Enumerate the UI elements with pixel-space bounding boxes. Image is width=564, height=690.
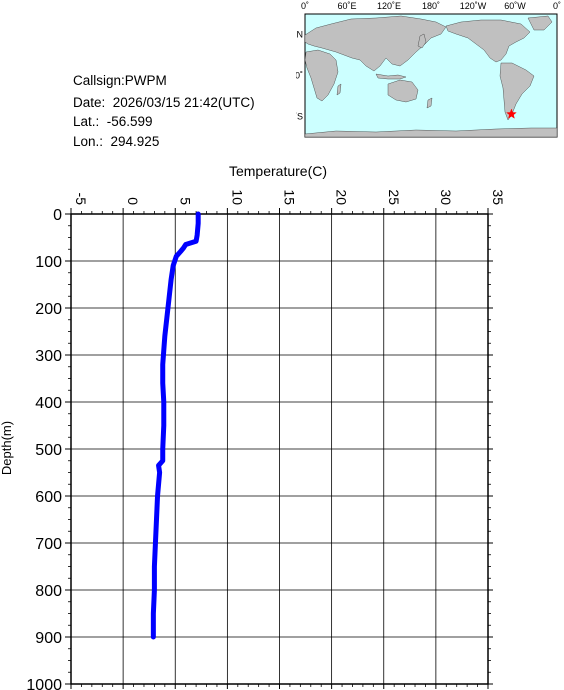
profile-point <box>178 249 183 254</box>
profile-point <box>195 233 200 238</box>
y-tick-label: 0 <box>53 207 62 224</box>
map-lon-tick-label: 60˚W <box>504 1 526 11</box>
chart-series <box>150 211 201 640</box>
x-tick-label: 30 <box>438 189 454 205</box>
y-tick-label: 100 <box>35 254 62 271</box>
x-axis-ticks: -5 0 5 10 15 20 25 30 35 <box>70 189 506 689</box>
south-america-landmass <box>499 62 535 121</box>
y-tick-label: 400 <box>35 395 62 412</box>
profile-point <box>161 400 166 404</box>
y-tick-label: 300 <box>35 348 62 365</box>
profile-point <box>160 458 165 463</box>
y-axis-ticks: 0 100 200 300 400 500 600 700 800 900 1000 <box>26 207 493 690</box>
profile-point <box>153 541 158 545</box>
latitude-label: Lat.: -56.599 <box>73 114 153 129</box>
profile-point <box>156 463 161 468</box>
x-tick-label: 35 <box>490 189 506 205</box>
map-lon-tick-label: 0˚ <box>301 1 309 11</box>
new-zealand-islands <box>426 97 433 109</box>
profile-point <box>183 242 188 247</box>
greenland-landmass <box>527 15 553 31</box>
map-lat-tick-label: 0˚ <box>296 71 303 81</box>
longitude-label: Lon.: 294.925 <box>73 134 160 149</box>
x-tick-label: 15 <box>282 189 298 205</box>
x-tick-label: 25 <box>386 189 402 205</box>
x-tick-label: 5 <box>177 197 193 205</box>
temperature-profile-line <box>150 211 201 640</box>
profile-point <box>152 564 157 569</box>
map-lon-tick-label: 60˚E <box>337 1 356 11</box>
australia-landmass <box>387 79 419 103</box>
profile-point <box>167 296 171 301</box>
station-marker <box>506 108 517 119</box>
y-tick-label: 600 <box>35 489 62 506</box>
profile-point <box>164 315 169 320</box>
y-tick-label: 900 <box>35 630 62 647</box>
map-lon-tick-label: 180˚ <box>422 1 440 11</box>
x-axis-title: Temperature(C) <box>229 163 327 179</box>
y-tick-label: 800 <box>35 583 62 600</box>
date-label: Date: 2026/03/15 21:42(UTC) <box>73 95 255 110</box>
x-tick-label: 10 <box>229 189 245 205</box>
world-map: 0˚ 60˚E 120˚E 180˚ 120˚W 60˚W 0˚ 60˚N 0˚ 60˚S <box>296 1 561 138</box>
chart-grid <box>71 214 488 684</box>
x-tick-label: 0 <box>125 197 141 205</box>
profile-point <box>196 212 201 216</box>
profile-point <box>169 277 174 282</box>
y-axis-title: Depth(m) <box>0 421 14 475</box>
profile-point <box>154 517 159 522</box>
map-continents <box>304 15 558 138</box>
y-tick-label: 1000 <box>26 677 62 690</box>
japan-islands <box>417 33 427 49</box>
map-lon-tick-label: 120˚W <box>460 1 487 11</box>
star-icon <box>506 108 517 119</box>
profile-point <box>174 254 179 259</box>
antarctica-landmass <box>304 127 558 138</box>
map-lat-tick-label: 60˚N <box>296 30 303 40</box>
y-tick-label: 700 <box>35 536 62 553</box>
madagascar-landmass <box>336 83 342 96</box>
profile-point <box>161 423 166 428</box>
indonesia-islands <box>375 73 407 80</box>
profile-point <box>181 245 186 250</box>
map-lon-tick-label: 120˚E <box>377 1 401 11</box>
profile-point <box>196 221 201 226</box>
x-tick-label: -5 <box>73 193 89 206</box>
profile-point <box>160 362 165 367</box>
callsign-label: Callsign:PWPM <box>73 73 167 88</box>
north-america-landmass <box>445 19 531 63</box>
profile-point <box>152 588 157 592</box>
x-tick-label: 20 <box>334 189 350 205</box>
y-tick-label: 200 <box>35 301 62 318</box>
eurasia-landmass <box>304 15 447 72</box>
profile-point <box>171 263 176 268</box>
profile-point <box>160 381 165 386</box>
profile-point <box>194 239 199 244</box>
map-lon-tick-label: 0˚ <box>553 1 561 11</box>
map-lat-tick-label: 60˚S <box>296 112 303 122</box>
profile-point <box>162 334 167 339</box>
profile-point <box>151 635 156 639</box>
profile-point <box>155 494 160 498</box>
africa-landmass <box>304 49 339 102</box>
profile-point <box>157 470 162 475</box>
y-tick-label: 500 <box>35 442 62 459</box>
profile-point <box>161 348 166 353</box>
profile-point <box>151 611 156 616</box>
profile-point <box>160 447 165 451</box>
